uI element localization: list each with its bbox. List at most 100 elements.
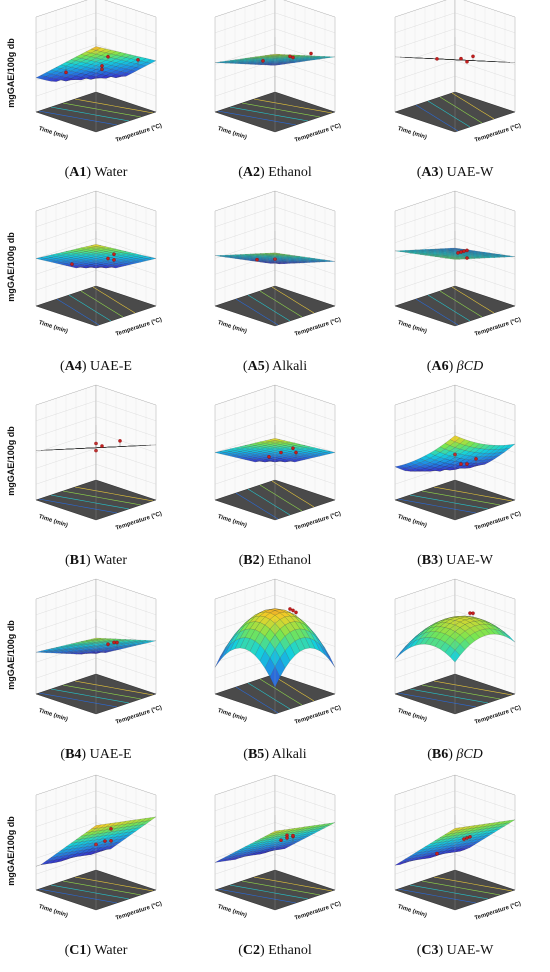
panel-b3: Time (min) Temperature (°C) (B3) UAE-W [367, 384, 543, 582]
floor-contour [259, 290, 303, 318]
design-point [106, 256, 110, 261]
design-point [100, 64, 104, 68]
wall-gridline [214, 206, 336, 227]
floor-contour [247, 488, 291, 516]
panel-a4: Time (min) Temperature (°C) mgGAE/100g db (… [6, 190, 184, 388]
time-axis-label: Time (min) [38, 126, 69, 141]
floor-contour [271, 674, 315, 702]
temperature-axis-label: Temperature (°C) [115, 705, 163, 726]
panel-solvent: Ethanol [268, 943, 312, 958]
design-point [109, 827, 113, 831]
z-axis-label: mgGAE/100g db [6, 426, 16, 496]
floor-contour [217, 110, 297, 126]
panel-letter: B4 [65, 747, 82, 762]
floor-contour [62, 880, 142, 896]
wall-gridline [35, 790, 157, 811]
surface-plot: Time (min) Temperature (°C) [214, 774, 342, 922]
floor-contour [68, 294, 112, 322]
wall-gridline [214, 594, 336, 615]
panel-letter: B3 [421, 553, 439, 568]
panel-solvent: UAE-E [89, 747, 132, 762]
floor-contour [409, 884, 489, 900]
panel-caption: (B6) βCD [427, 747, 483, 762]
surface-plot: Time (min) Temperature (°C) [394, 190, 522, 338]
panel-letter: B2 [243, 553, 260, 568]
z-axis-label: mgGAE/100g db [6, 232, 16, 302]
panel-solvent: UAE-W [446, 553, 493, 568]
wall-gridline [35, 12, 157, 33]
floor-contour [229, 884, 309, 900]
time-axis-label: Time (min) [38, 320, 69, 335]
floor-contour [62, 102, 142, 118]
panel-caption: (C1) Water [64, 943, 128, 958]
design-point [459, 56, 463, 61]
panel-letter: A6 [431, 359, 449, 374]
surface-mesh [35, 46, 157, 82]
floor-contour [235, 492, 279, 520]
floor-contour [229, 106, 309, 122]
wall-gridline [394, 790, 516, 811]
design-point [291, 446, 295, 450]
floor-contour [38, 110, 118, 126]
floor-contour [259, 484, 303, 512]
floor-contour [451, 92, 495, 120]
temperature-axis-label: Temperature (°C) [115, 317, 163, 338]
floor-contour [50, 688, 130, 704]
design-point [465, 256, 469, 260]
floor-contour [433, 876, 513, 892]
time-axis-label: Time (min) [217, 514, 248, 529]
floor-contour [74, 486, 154, 502]
design-point [294, 610, 298, 615]
floor-contour [247, 294, 291, 322]
panel-letter: A2 [242, 165, 261, 180]
surface-mesh [35, 637, 157, 655]
wall-gridline [394, 610, 516, 631]
design-point [465, 60, 469, 64]
panel-caption: (B3) UAE-W [417, 553, 493, 568]
wall-gridline [214, 12, 336, 33]
floor-contour [62, 684, 142, 700]
time-axis-label: Time (min) [397, 126, 428, 141]
panel-letter: A5 [247, 359, 265, 374]
design-point [465, 248, 469, 253]
z-axis-label: mgGAE/100g db [6, 816, 16, 886]
surface-plot: Time (min) Temperature (°C) [214, 578, 342, 726]
floor-contour [421, 490, 501, 506]
floor-contour [433, 680, 513, 696]
surface-mesh [214, 822, 336, 863]
wall-gridline [394, 28, 516, 49]
design-point [106, 54, 110, 59]
floor-contour [451, 286, 495, 314]
surface-mesh [214, 608, 336, 688]
time-axis-label: Time (min) [397, 904, 428, 919]
time-axis-label: Time (min) [38, 904, 69, 919]
panel-solvent: Alkali [272, 359, 308, 374]
surface-mesh [35, 244, 157, 269]
design-point [103, 839, 107, 843]
wall-gridline [214, 806, 336, 827]
time-axis-label: Time (min) [38, 708, 69, 723]
wall-gridline [35, 222, 157, 243]
floor-contour [433, 486, 513, 502]
floor-contour [235, 686, 279, 714]
panel-caption: (C2) Ethanol [238, 943, 312, 958]
surface-mesh [394, 615, 516, 663]
panel-letter: C3 [421, 943, 439, 958]
surface-plot: Time (min) Temperature (°C) [394, 0, 522, 144]
panel-solvent: βCD [456, 747, 483, 762]
floor-contour [92, 286, 136, 314]
design-point [462, 249, 466, 253]
design-point [468, 835, 472, 839]
panel-caption: (A4) UAE-E [60, 359, 132, 374]
design-point [309, 51, 313, 56]
panel-letter: C2 [242, 943, 261, 958]
panel-a5: Time (min) Temperature (°C) (A5) Alkali [187, 190, 363, 388]
design-point [471, 611, 475, 615]
wall-gridline [394, 206, 516, 227]
panel-letter: A3 [421, 165, 439, 180]
floor-contour [74, 98, 154, 114]
surface-plot: Time (min) Temperature (°C) [394, 384, 522, 532]
wall-gridline [394, 806, 516, 827]
design-point [115, 640, 119, 645]
